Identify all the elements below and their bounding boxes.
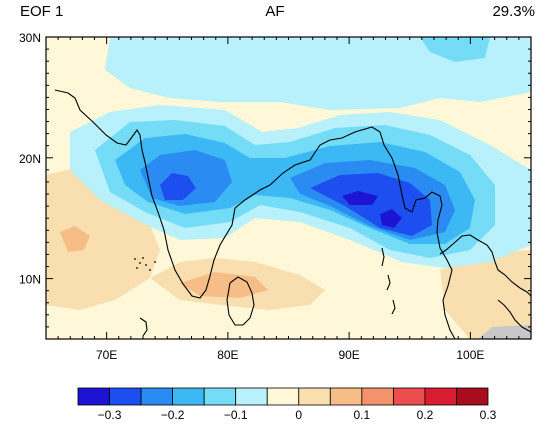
contour-pos-south-inner <box>180 272 268 298</box>
colorbar-box <box>109 387 142 406</box>
colorbar-box <box>140 387 174 406</box>
colorbar-box <box>361 387 394 406</box>
islands-lakshadweep <box>134 257 156 271</box>
coastline-sri-lanka <box>226 276 255 326</box>
contour-neg-east-6b <box>380 209 402 228</box>
explained-variance: 29.3% <box>492 3 535 20</box>
contour-neg-west-5 <box>160 173 196 200</box>
colorbar-label: −0.3 <box>98 408 122 422</box>
lon-tick-label: 80E <box>217 348 238 362</box>
contour-neg-north <box>105 37 531 110</box>
lat-tick-label: 20N <box>19 152 41 166</box>
coastlines <box>54 89 532 340</box>
colorbar-label: 0 <box>295 408 302 422</box>
eof-map: 70E 80E 90E 100E 10N 20N 30N <box>19 31 532 362</box>
colorbar-label: 0.3 <box>480 408 497 422</box>
lat-tick-label: 10N <box>19 273 41 287</box>
contour-neg-north-inner <box>420 37 490 62</box>
colorbar-box <box>329 387 363 406</box>
colorbar-box <box>456 387 489 406</box>
colorbar-label: 0.2 <box>417 408 434 422</box>
coastline-peninsula-south <box>497 299 532 333</box>
plot-left-title: EOF 1 <box>20 3 64 20</box>
contour-neg-east-6 <box>342 191 378 205</box>
contour-pos-east <box>440 250 531 339</box>
lon-tick-label: 90E <box>338 348 359 362</box>
colorbar-label: −0.1 <box>224 408 248 422</box>
colorbar-boxes <box>77 387 489 406</box>
colorbar-box <box>203 387 237 406</box>
map-ticks: 70E 80E 90E 100E 10N 20N 30N <box>19 31 531 362</box>
coastline-andaman <box>381 247 396 315</box>
lon-tick-label: 70E <box>96 348 117 362</box>
colorbar-box <box>298 387 331 406</box>
lon-tick-label: 100E <box>456 348 484 362</box>
colorbar-box <box>266 387 300 406</box>
contour-pos-west-inner <box>60 226 90 252</box>
colorbar-labels: −0.3 −0.2 −0.1 0 0.1 0.2 0.3 <box>98 408 497 422</box>
plot-center-title: AF <box>265 3 285 20</box>
coastline-myanmar-south <box>439 234 532 297</box>
coastline-west <box>54 89 456 340</box>
colorbar-label: −0.2 <box>161 408 185 422</box>
missing-data-patch <box>478 325 531 339</box>
colorbar-box <box>235 387 268 406</box>
colorbar-box <box>77 387 110 406</box>
lat-tick-label: 30N <box>19 31 41 45</box>
colorbar-box <box>424 387 457 406</box>
colorbar-box <box>172 387 205 406</box>
colorbar-box <box>392 387 426 406</box>
coastline-lakshadweep <box>139 317 148 337</box>
colorbar-label: 0.1 <box>354 408 371 422</box>
